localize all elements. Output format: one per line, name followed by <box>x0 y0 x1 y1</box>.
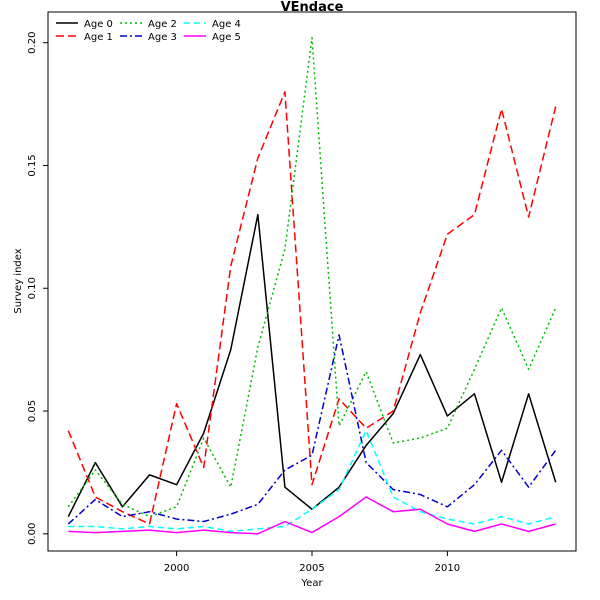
series-line-age-2 <box>67 37 557 518</box>
y-tick-label: 0.15 <box>27 154 38 176</box>
series-line-age-0 <box>67 213 557 517</box>
series-lines <box>67 37 557 535</box>
x-axis-label: Year <box>300 578 323 589</box>
y-tick-label: 0.10 <box>27 277 38 299</box>
series-line-age-4 <box>68 429 556 533</box>
x-tick-label: 2000 <box>164 563 189 574</box>
y-axis-label: Survey index <box>13 248 24 313</box>
legend-label: Age 0 <box>84 19 113 30</box>
legend-label: Age 2 <box>148 19 177 30</box>
y-tick-label: 0.20 <box>27 32 38 54</box>
y-axis: 0.00 0.05 0.10 0.15 0.20 <box>27 32 48 545</box>
x-tick-label: 2010 <box>435 563 460 574</box>
y-tick-label: 0.00 <box>27 523 38 545</box>
legend-label: Age 3 <box>148 32 177 43</box>
legend: Age 0 Age 1 Age 2 Age 3 Age 4 Age 5 <box>56 19 241 43</box>
x-tick-label: 2005 <box>299 563 324 574</box>
legend-label: Age 4 <box>212 19 241 30</box>
legend-label: Age 5 <box>212 32 241 43</box>
series-line-age-5 <box>68 496 556 535</box>
y-tick-label: 0.05 <box>27 400 38 422</box>
series-line-age-3 <box>67 334 557 525</box>
legend-label: Age 1 <box>84 32 113 43</box>
x-axis: 2000 2005 2010 <box>164 551 460 574</box>
series-line-age-1 <box>67 91 557 525</box>
chart-title: VEndace <box>281 0 344 15</box>
